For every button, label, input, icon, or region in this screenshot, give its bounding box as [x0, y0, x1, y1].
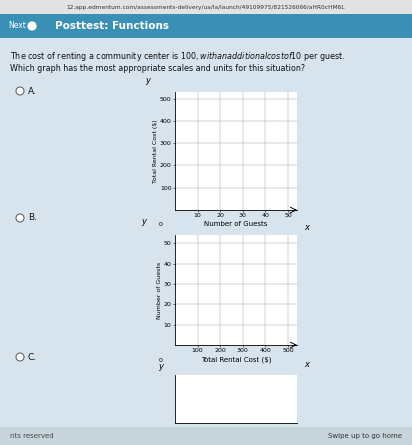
Circle shape: [16, 214, 24, 222]
Bar: [0, 38, 412, 427]
Text: Swipe up to go home: Swipe up to go home: [328, 433, 402, 439]
Text: x: x: [304, 360, 309, 369]
Text: nts reserved: nts reserved: [10, 433, 54, 439]
Text: y: y: [146, 76, 151, 85]
Y-axis label: Number of Guests: Number of Guests: [157, 261, 162, 319]
Bar: [0, 14, 412, 38]
Text: B.: B.: [28, 214, 37, 222]
Circle shape: [27, 21, 37, 31]
Text: A.: A.: [28, 86, 37, 96]
Text: Next: Next: [8, 21, 26, 31]
X-axis label: Total Rental Cost ($): Total Rental Cost ($): [201, 356, 271, 363]
Text: 0: 0: [159, 222, 162, 227]
Text: 0: 0: [159, 358, 162, 363]
Text: The cost of renting a community center is $100, with an additional cost of $10 p: The cost of renting a community center i…: [10, 50, 346, 63]
Circle shape: [16, 87, 24, 95]
Text: Posttest: Functions: Posttest: Functions: [55, 21, 169, 31]
Text: C.: C.: [28, 352, 37, 361]
Bar: [0, 427, 412, 445]
Text: y: y: [141, 217, 146, 226]
Text: 12.app.edmentum.com/assessments-delivery/ua/la/launch/49109975/821526066/aHR0cHM: 12.app.edmentum.com/assessments-delivery…: [67, 4, 345, 9]
Text: y: y: [158, 362, 163, 371]
Text: x: x: [304, 223, 309, 232]
X-axis label: Number of Guests: Number of Guests: [204, 221, 268, 227]
Circle shape: [16, 353, 24, 361]
Text: Which graph has the most appropriate scales and units for this situation?: Which graph has the most appropriate sca…: [10, 64, 305, 73]
Bar: [0, 0, 412, 14]
Y-axis label: Total Rental Cost ($): Total Rental Cost ($): [153, 119, 158, 183]
